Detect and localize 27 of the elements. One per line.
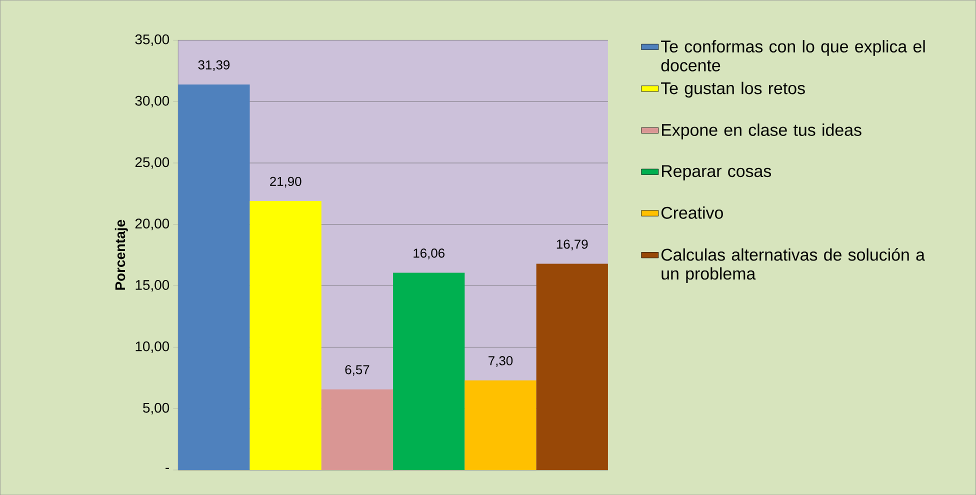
data-label: 16,79 <box>556 240 588 250</box>
y-tick-label: 30,00 <box>135 96 170 108</box>
legend-label: Creativo <box>661 206 723 219</box>
legend-label: Reparar cosas <box>662 165 772 180</box>
y-axis-title: Porcentaje <box>114 220 128 290</box>
legend-label: Te gustan los retos <box>660 82 805 98</box>
legend-label: Te conformas con lo que explica el docente <box>660 40 925 72</box>
y-tick-label: 10,00 <box>136 341 170 353</box>
y-tick-label: 15,00 <box>136 280 170 292</box>
legend-label: Expone en clase tus ideas <box>662 123 862 140</box>
data-label: 21,90 <box>270 176 302 188</box>
bar <box>250 200 322 470</box>
data-label: 6,57 <box>345 365 370 376</box>
legend-label: Calculas alternativas de solución a un problema <box>661 248 925 283</box>
y-tick-label: 5,00 <box>143 402 170 414</box>
bar <box>464 380 536 470</box>
bar <box>393 272 465 470</box>
y-tick-label: - <box>166 468 170 469</box>
y-tick-label: 25,00 <box>135 157 170 169</box>
bar <box>536 264 608 470</box>
y-tick-label: 20,00 <box>135 218 170 230</box>
data-label: 16,06 <box>414 248 444 260</box>
data-label: 7,30 <box>488 356 513 367</box>
bar <box>178 84 250 470</box>
bar <box>321 389 394 470</box>
y-tick-label: 35,00 <box>135 34 170 46</box>
data-label: 31,39 <box>198 60 230 71</box>
